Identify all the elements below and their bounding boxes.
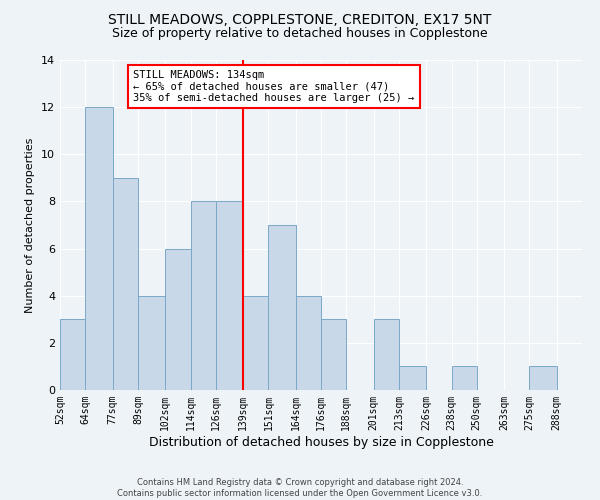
Bar [85,107,113,390]
Bar [529,366,557,390]
Bar [321,320,346,390]
Text: STILL MEADOWS, COPPLESTONE, CREDITON, EX17 5NT: STILL MEADOWS, COPPLESTONE, CREDITON, EX… [109,12,491,26]
Bar [191,202,216,390]
Y-axis label: Number of detached properties: Number of detached properties [25,138,35,312]
Bar [452,366,477,390]
Bar [60,320,85,390]
Bar [216,202,243,390]
Bar [165,248,191,390]
Bar [113,178,138,390]
X-axis label: Distribution of detached houses by size in Copplestone: Distribution of detached houses by size … [149,436,493,448]
Bar [243,296,268,390]
Bar [138,296,165,390]
Bar [296,296,321,390]
Bar [399,366,426,390]
Text: Contains HM Land Registry data © Crown copyright and database right 2024.
Contai: Contains HM Land Registry data © Crown c… [118,478,482,498]
Bar [374,320,399,390]
Bar [268,225,296,390]
Text: STILL MEADOWS: 134sqm
← 65% of detached houses are smaller (47)
35% of semi-deta: STILL MEADOWS: 134sqm ← 65% of detached … [133,70,415,103]
Text: Size of property relative to detached houses in Copplestone: Size of property relative to detached ho… [112,28,488,40]
